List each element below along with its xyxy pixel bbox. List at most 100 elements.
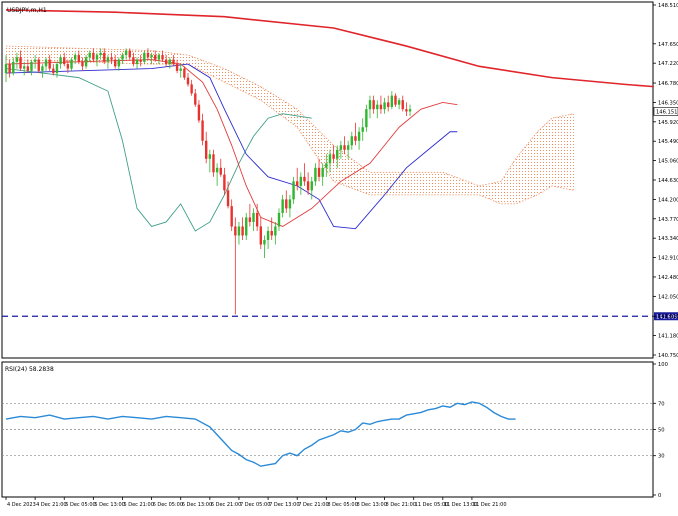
price-axis: 148.510 147.650 147.220 146.780 146.350 145.9…: [653, 3, 678, 359]
candle-body: [154, 55, 157, 60]
candle-body: [146, 52, 150, 58]
candle-body: [70, 59, 73, 69]
candle-body: [368, 100, 372, 110]
price-tick-label: 142.050: [658, 294, 678, 300]
time-tick-label: 11 Dec 21:00: [473, 502, 507, 508]
candle-body: [397, 100, 401, 105]
candle-body: [128, 50, 131, 58]
candle-body: [208, 154, 212, 159]
candle-body: [124, 50, 128, 56]
candle-body: [219, 167, 222, 175]
price-tick-label: 141.180: [658, 334, 678, 340]
candles: [4, 48, 412, 315]
candle-body: [245, 217, 248, 236]
candle-body: [52, 68, 55, 74]
rsi-panel: 100 70 50 30 0: [2, 362, 668, 499]
candle-body: [63, 57, 66, 65]
support-line: 141.609 146.151: [2, 107, 678, 321]
support-price-tag: [654, 312, 678, 321]
candle-body: [15, 57, 19, 62]
price-tick-label: 141.610: [658, 314, 678, 320]
candle-body: [77, 55, 80, 62]
time-tick-label: 4 Dec 21:00: [36, 502, 66, 508]
price-tick-label: 142.480: [658, 275, 678, 281]
price-tick-label: 147.650: [658, 42, 678, 48]
candle-body: [19, 57, 22, 69]
candle-body: [339, 145, 343, 150]
candle-body: [59, 57, 62, 65]
chikou-line: [5, 68, 312, 232]
candle-body: [387, 102, 390, 107]
candle-body: [186, 77, 190, 85]
price-tick-label: 146.350: [658, 100, 678, 106]
chikou-span: [5, 68, 312, 232]
time-tick-label: 8 Dec 05:00: [327, 502, 357, 508]
candle-body: [255, 212, 259, 227]
candle-body: [354, 136, 357, 141]
candle-body: [110, 57, 113, 60]
candle-body: [41, 66, 44, 71]
candle-body: [106, 57, 110, 62]
candle-body: [234, 226, 237, 236]
candle-body: [328, 154, 332, 164]
candle-body: [164, 59, 168, 65]
time-tick-label: 6 Dec 21:00: [211, 502, 241, 508]
candle-body: [12, 61, 15, 74]
candle-body: [190, 84, 193, 94]
candle-body: [321, 167, 324, 177]
price-tick-label: 148.510: [658, 3, 678, 9]
candle-body: [299, 176, 303, 186]
candle-body: [215, 167, 219, 173]
rsi-tick-label: 50: [658, 428, 665, 434]
candle-body: [405, 109, 408, 112]
candle-body: [230, 206, 233, 227]
candle-body: [114, 59, 117, 67]
candle-body: [26, 66, 30, 71]
candle-body: [288, 199, 292, 209]
candle-body: [343, 145, 346, 150]
candle-body: [73, 55, 77, 60]
candle-body: [372, 100, 375, 110]
time-tick-label: 7 Dec 21:00: [298, 502, 328, 508]
candle-body: [296, 181, 299, 186]
time-tick-label: 6 Dec 13:00: [182, 502, 212, 508]
candle-body: [92, 52, 95, 60]
candle-body: [168, 59, 171, 65]
candle-body: [241, 226, 244, 236]
time-tick-label: 4 Dec 2023: [7, 502, 36, 508]
time-tick-label: 11 Dec 05:00: [415, 502, 449, 508]
candle-body: [350, 136, 353, 146]
candle-body: [317, 167, 321, 177]
candle-body: [401, 100, 404, 110]
candle-body: [121, 55, 124, 60]
candle-body: [306, 181, 310, 191]
candle-body: [376, 104, 379, 110]
candle-body: [259, 226, 262, 245]
candle-body: [139, 59, 142, 62]
candle-body: [132, 57, 135, 65]
candle-body: [408, 109, 412, 112]
price-tick-label: 143.340: [658, 236, 678, 242]
candle-body: [179, 68, 182, 71]
candle-body: [332, 154, 335, 159]
candle-body: [212, 154, 215, 173]
time-tick-label: 5 Dec 05:00: [65, 502, 95, 508]
time-tick-label: 11 Dec 13:00: [444, 502, 478, 508]
candle-body: [390, 95, 394, 107]
candle-body: [383, 102, 386, 110]
time-tick-label: 5 Dec 21:00: [123, 502, 153, 508]
support-price-label: 141.609: [656, 314, 677, 320]
candle-body: [310, 181, 313, 191]
cloud-senkou-b: [5, 59, 574, 205]
rsi-tick-label: 100: [658, 362, 668, 368]
candle-body: [303, 176, 306, 182]
candle-body: [157, 55, 161, 60]
candle-body: [30, 61, 33, 71]
candle-body: [150, 55, 153, 58]
candle-body: [336, 149, 339, 159]
candle-body: [248, 217, 252, 222]
candle-body: [379, 104, 383, 110]
candle-body: [357, 131, 361, 141]
time-tick-label: 5 Dec 13:00: [94, 502, 124, 508]
